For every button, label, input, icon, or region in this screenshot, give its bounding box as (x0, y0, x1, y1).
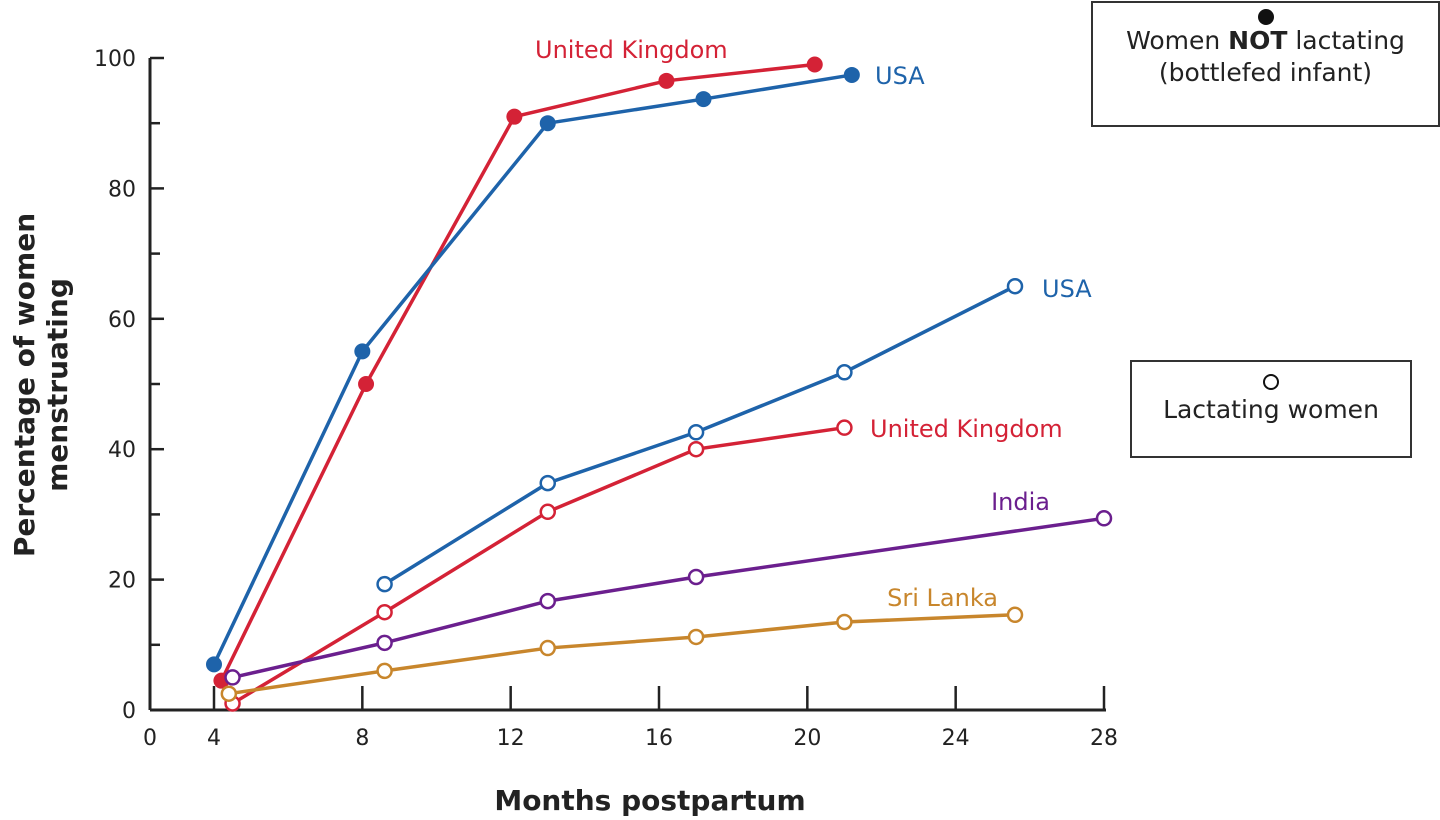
data-point (376, 603, 393, 621)
legend-not-lactating: Women NOT lactating (bottlefed infant) (1091, 1, 1440, 127)
data-point (539, 503, 556, 521)
open-circle-icon (1263, 374, 1279, 390)
series-label: USA (875, 62, 925, 90)
data-point (539, 115, 556, 132)
data-point (687, 568, 705, 586)
y-axis-label-line2: menstruating (41, 278, 74, 492)
data-point (376, 662, 393, 680)
y-axis-label-line1: Percentage of women (8, 213, 41, 557)
data-point (220, 685, 238, 702)
y-tick-label: 20 (108, 569, 136, 594)
data-point (687, 628, 705, 646)
x-tick-label: 0 (143, 726, 157, 751)
axes: 0 4 8 12 16 20 24 28 0 20 40 60 80 100 (94, 47, 1118, 751)
x-tick-label: 4 (207, 726, 221, 751)
data-point (506, 108, 523, 125)
data-point (539, 592, 556, 610)
series-labels: United Kingdom USA USA United Kingdom India S… (535, 36, 1092, 612)
data-point (539, 474, 556, 492)
data-point (836, 613, 853, 631)
data-point (376, 634, 393, 652)
x-tick-label: 28 (1090, 726, 1118, 751)
y-axis-label: Percentage of women menstruating (8, 213, 74, 557)
series-united-kingdom-not-lactating (213, 56, 823, 689)
data-point (1095, 510, 1113, 527)
data-point (206, 656, 222, 673)
series-india-lactating (224, 510, 1113, 686)
y-tick-label: 0 (122, 699, 136, 724)
series-label: Sri Lanka (887, 584, 998, 612)
x-tick-label: 12 (497, 726, 525, 751)
data-point (376, 575, 393, 593)
data-point (1006, 277, 1024, 295)
legend-not-lactating-line1: Women NOT lactating (1126, 26, 1405, 55)
series-line (212, 73, 853, 666)
y-tick-label: 60 (108, 308, 136, 333)
y-tick-label: 40 (108, 438, 136, 463)
data-point (358, 376, 375, 392)
data-point (687, 423, 705, 441)
series-usa-not-lactating (206, 66, 860, 673)
data-point (806, 56, 823, 73)
series-label: USA (1042, 275, 1092, 303)
data-point (836, 364, 853, 381)
series-united-kingdom-lactating (224, 419, 853, 712)
legend-not-lactating-line2: (bottlefed infant) (1158, 58, 1373, 87)
series-label: United Kingdom (870, 415, 1063, 443)
legend-lactating-text: Lactating women (1163, 395, 1379, 424)
data-point (695, 91, 712, 108)
series-label: India (991, 488, 1050, 516)
data-point (658, 72, 675, 89)
y-tick-label: 100 (94, 47, 136, 72)
x-axis-label: Months postpartum (494, 784, 805, 817)
data-point (354, 343, 371, 360)
x-tick-label: 16 (645, 726, 673, 751)
data-point (1006, 606, 1024, 624)
y-tick-label: 80 (108, 177, 136, 202)
series-label: United Kingdom (535, 36, 728, 64)
series-usa-lactating (376, 277, 1024, 593)
data-point (539, 639, 556, 657)
x-tick-label: 24 (942, 726, 970, 751)
x-tick-label: 8 (355, 726, 369, 751)
series-lines (206, 56, 1113, 712)
series-line (228, 613, 1016, 696)
legend-lactating: Lactating women (1130, 360, 1412, 458)
data-point (836, 419, 853, 436)
data-point (843, 66, 860, 83)
x-tick-label: 20 (793, 726, 821, 751)
data-point (687, 440, 705, 458)
series-sri-lanka-lactating (220, 606, 1024, 702)
filled-circle-icon (1257, 9, 1274, 25)
data-point (224, 669, 241, 686)
